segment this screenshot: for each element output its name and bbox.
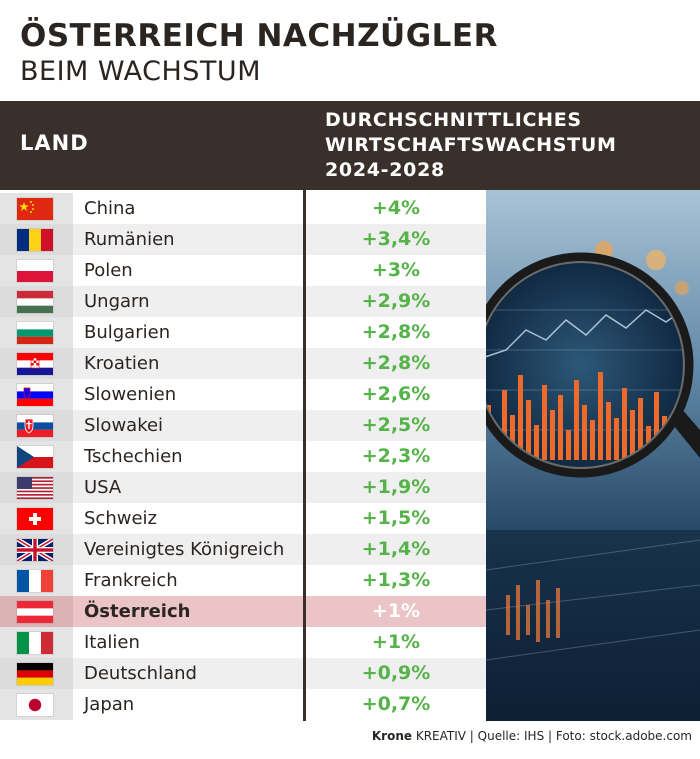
credit-text: KREATIV | Quelle: IHS | Foto: stock.adob… (412, 729, 692, 743)
country-name: Frankreich (84, 570, 178, 591)
growth-value: +2,9% (361, 290, 431, 312)
growth-value: +4% (371, 197, 421, 219)
flag-cell (0, 317, 73, 348)
growth-value: +2,3% (361, 445, 431, 467)
bulgaria-flag-icon (17, 322, 53, 344)
country-name: Tschechien (84, 446, 183, 467)
japan-flag-icon (17, 694, 53, 716)
table-row: Polen +3% (0, 255, 486, 286)
table-row: Tschechien +2,3% (0, 441, 486, 472)
flag-cell (0, 689, 73, 720)
column-header-land: LAND (20, 131, 89, 155)
column-header-growth: DURCHSCHNITTLICHES WIRTSCHAFTSWACHSTUM 2… (325, 108, 617, 183)
poland-flag-icon (17, 260, 53, 282)
table-row: Rumänien +3,4% (0, 224, 486, 255)
country-name: Polen (84, 260, 133, 281)
column-header-growth-line-1: DURCHSCHNITTLICHES (325, 109, 582, 131)
page-title: ÖSTERREICH NACHZÜGLER (20, 18, 498, 54)
growth-value: +1,9% (361, 476, 431, 498)
growth-value: +0,9% (361, 662, 431, 684)
country-name: Deutschland (84, 663, 197, 684)
slovakia-flag-icon (17, 415, 53, 437)
flag-cell (0, 503, 73, 534)
country-name: Bulgarien (84, 322, 171, 343)
flag-cell (0, 441, 73, 472)
growth-value: +3,4% (361, 228, 431, 250)
growth-value: +2,6% (361, 383, 431, 405)
flag-cell (0, 379, 73, 410)
table-row: Kroatien +2,8% (0, 348, 486, 379)
country-name: China (84, 198, 136, 219)
table-header (0, 101, 700, 190)
romania-flag-icon (17, 229, 53, 251)
page-subtitle: BEIM WACHSTUM (20, 56, 261, 87)
italy-flag-icon (17, 632, 53, 654)
column-divider (303, 101, 306, 721)
growth-value: +1% (371, 600, 421, 622)
usa-flag-icon (17, 477, 53, 499)
table-row: China +4% (0, 193, 486, 224)
flag-cell (0, 193, 73, 224)
column-header-growth-line-3: 2024-2028 (325, 159, 445, 181)
flag-cell (0, 255, 73, 286)
czechia-flag-icon (17, 446, 53, 468)
flag-cell (0, 410, 73, 441)
flag-cell (0, 348, 73, 379)
country-name: Schweiz (84, 508, 157, 529)
country-name: Japan (84, 694, 135, 715)
croatia-flag-icon (17, 353, 53, 375)
table-row: Frankreich +1,3% (0, 565, 486, 596)
table-row: Vereinigtes Königreich +1,4% (0, 534, 486, 565)
country-name: Italien (84, 632, 140, 653)
growth-table: China +4% Rumänien +3,4% Polen +3% Ungarn +2,9%… (0, 193, 486, 720)
country-name: Slowakei (84, 415, 164, 436)
growth-value: +1,5% (361, 507, 431, 529)
flag-cell (0, 534, 73, 565)
hungary-flag-icon (17, 291, 53, 313)
country-name: Österreich (84, 601, 191, 622)
growth-value: +2,8% (361, 352, 431, 374)
growth-value: +2,5% (361, 414, 431, 436)
growth-value: +2,8% (361, 321, 431, 343)
growth-value: +0,7% (361, 693, 431, 715)
country-name: Kroatien (84, 353, 160, 374)
table-row: Japan +0,7% (0, 689, 486, 720)
source-credit: Krone KREATIV | Quelle: IHS | Foto: stoc… (372, 729, 692, 743)
flag-cell (0, 286, 73, 317)
table-row: Italien +1% (0, 627, 486, 658)
slovenia-flag-icon (17, 384, 53, 406)
table-row: Slowakei +2,5% (0, 410, 486, 441)
table-row: Bulgarien +2,8% (0, 317, 486, 348)
uk-flag-icon (17, 539, 53, 561)
country-name: USA (84, 477, 122, 498)
country-name: Ungarn (84, 291, 150, 312)
growth-value: +1,4% (361, 538, 431, 560)
france-flag-icon (17, 570, 53, 592)
flag-cell (0, 565, 73, 596)
flag-cell (0, 472, 73, 503)
growth-value: +3% (371, 259, 421, 281)
table-row: Slowenien +2,6% (0, 379, 486, 410)
country-name: Rumänien (84, 229, 175, 250)
switzerland-flag-icon (17, 508, 53, 530)
china-flag-icon (17, 198, 53, 220)
germany-flag-icon (17, 663, 53, 685)
table-row: Ungarn +2,9% (0, 286, 486, 317)
country-name: Slowenien (84, 384, 177, 405)
flag-cell (0, 627, 73, 658)
table-row: Deutschland +0,9% (0, 658, 486, 689)
credit-brand: Krone (371, 729, 413, 743)
austria-flag-icon (17, 601, 53, 623)
growth-value: +1,3% (361, 569, 431, 591)
table-row: Österreich +1% (0, 596, 486, 627)
table-row: USA +1,9% (0, 472, 486, 503)
column-header-growth-line-2: WIRTSCHAFTSWACHSTUM (325, 134, 617, 156)
flag-cell (0, 596, 73, 627)
growth-value: +1% (371, 631, 421, 653)
country-name: Vereinigtes Königreich (84, 539, 285, 560)
table-row: Schweiz +1,5% (0, 503, 486, 534)
magnifier-photo (486, 190, 700, 721)
flag-cell (0, 658, 73, 689)
flag-cell (0, 224, 73, 255)
